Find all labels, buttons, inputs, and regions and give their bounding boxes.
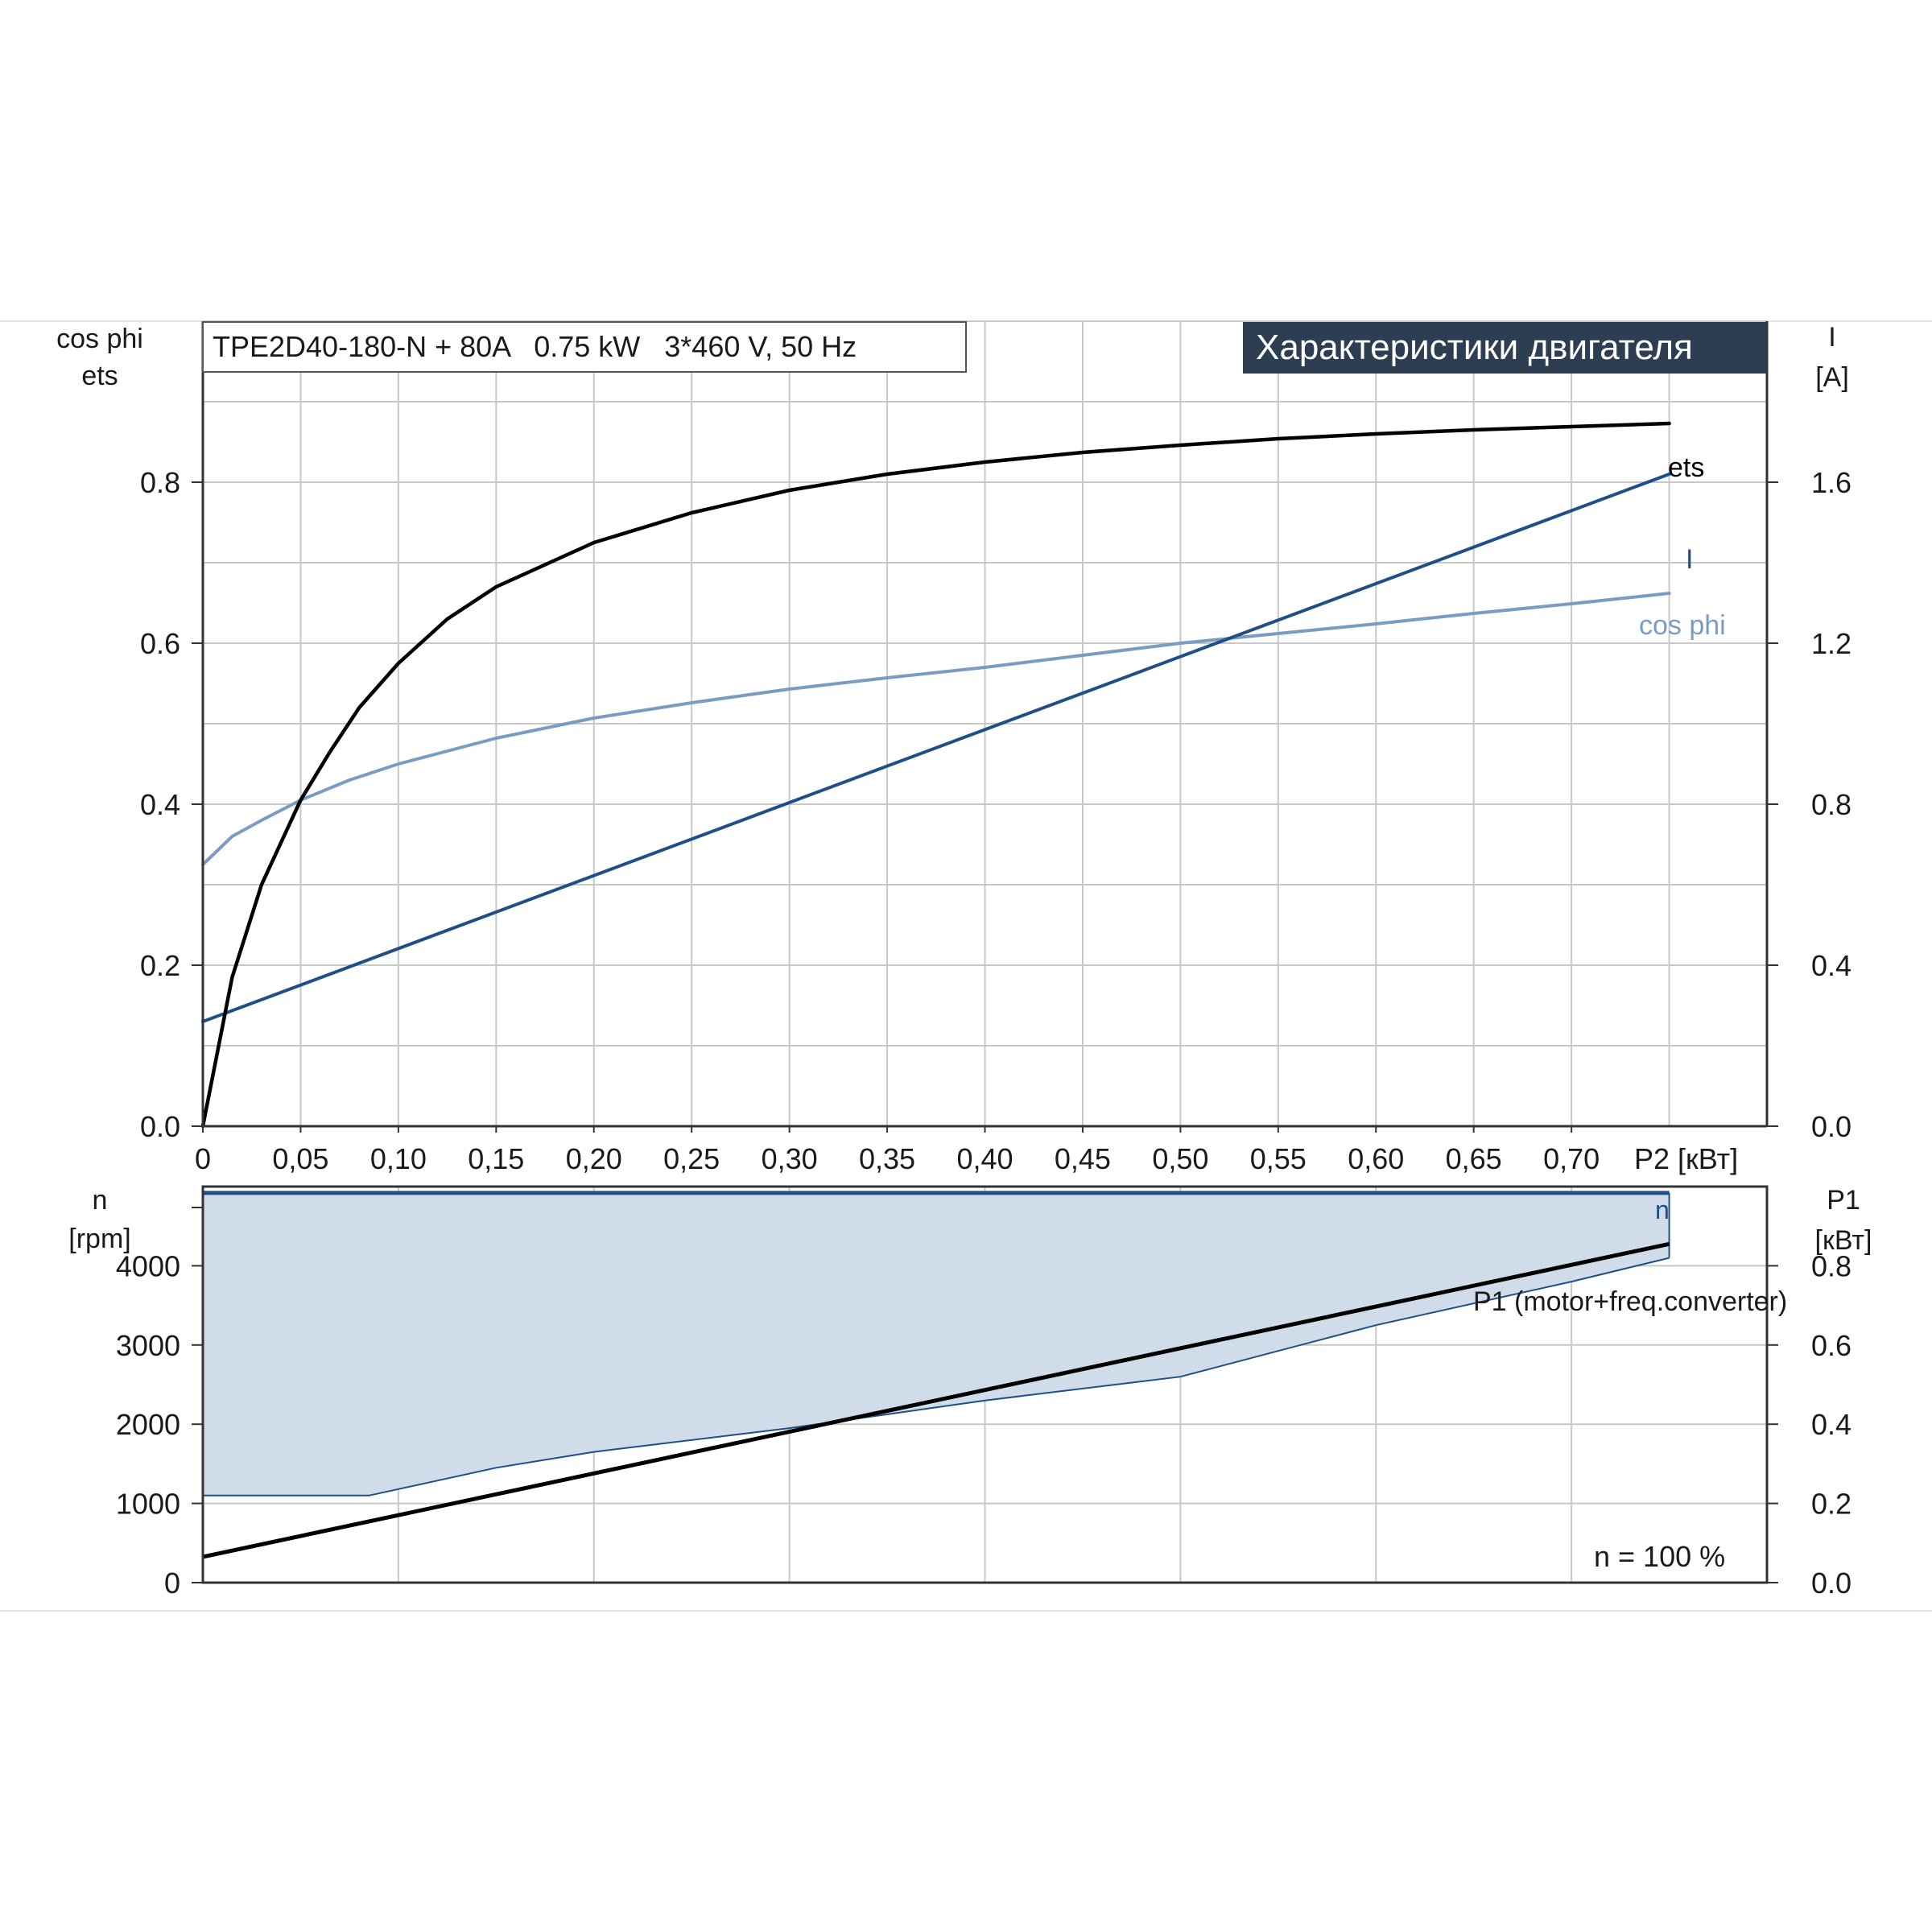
lower-y-left-tick-label: 2000 <box>116 1408 180 1441</box>
lower-plot-frame <box>201 1185 1769 1584</box>
series-label-p1: P1 (motor+freq.converter) <box>1473 1286 1787 1317</box>
y-right-tick-label: 1.2 <box>1811 627 1852 660</box>
lower-y-right-tick-label: 0.0 <box>1811 1567 1852 1600</box>
x-tick-label: 0,30 <box>762 1142 818 1175</box>
x-tick-label: 0,65 <box>1446 1142 1502 1175</box>
y-left-tick-label: 0.6 <box>140 627 180 660</box>
x-axis-label: P2 [кВт] <box>1634 1142 1738 1175</box>
y-right-tick-label: 0.4 <box>1811 949 1852 982</box>
upper-series <box>200 421 1671 1129</box>
series-label-cosphi: cos phi <box>1639 610 1726 641</box>
upper-tick-labels: 0 0,05 0,10 0,15 0,20 0,25 0,30 0,35 0,40 0,45 0,5… <box>140 466 1852 1175</box>
y-left-tick-label: 0.0 <box>140 1110 180 1143</box>
lower-y-left-tick-label: 0 <box>164 1567 180 1600</box>
speed-min-line <box>203 1257 1670 1496</box>
lower-y-right-tick-label: 0.6 <box>1811 1329 1852 1362</box>
speed-range-area <box>203 1192 1670 1496</box>
model-box <box>202 321 967 373</box>
y-right-tick-label: 1.6 <box>1811 466 1852 499</box>
y-left-label-cosphi: cos phi <box>56 324 143 354</box>
x-tick-label: 0,15 <box>468 1142 524 1175</box>
x-tick-label: 0,05 <box>272 1142 328 1175</box>
y-left-tick-label: 0.4 <box>140 788 180 821</box>
y-left-label-rpm: [rpm] <box>68 1224 130 1254</box>
lower-chart: 0 1000 2000 3000 4000 0.0 0.2 0.4 0.6 0.8 <box>116 1185 1852 1600</box>
lower-y-right-tick-label: 0.8 <box>1811 1249 1852 1282</box>
y-right-label-p1: P1 <box>1827 1185 1860 1216</box>
y-left-tick-label: 0.2 <box>140 949 180 982</box>
x-tick-label: 0,25 <box>663 1142 720 1175</box>
x-tick-label: 0,35 <box>859 1142 915 1175</box>
lower-axes <box>201 1185 1769 1584</box>
series-label-ets: ets <box>1668 452 1704 483</box>
x-tick-label: 0,60 <box>1348 1142 1404 1175</box>
upper-chart: 0 0,05 0,10 0,15 0,20 0,25 0,30 0,35 0,40 0,45 0,5… <box>140 320 1852 1175</box>
series-line-i <box>201 473 1671 1023</box>
lower-tick-labels: 0 1000 2000 3000 4000 0.0 0.2 0.4 0.6 0.8 <box>116 1207 1852 1600</box>
y-left-tick-label: 0.8 <box>140 466 180 499</box>
y-right-label-kw: [кВт] <box>1815 1225 1872 1256</box>
series-label-n: n <box>1655 1195 1670 1224</box>
y-right-label-unit-a: [A] <box>1815 362 1849 393</box>
x-tick-label: 0,10 <box>370 1142 427 1175</box>
x-tick-label: 0,45 <box>1055 1142 1111 1175</box>
lower-y-left-tick-label: 3000 <box>116 1329 180 1362</box>
y-right-tick-label: 0.0 <box>1811 1110 1852 1143</box>
x-tick-label: 0,70 <box>1543 1142 1600 1175</box>
lower-y-right-tick-label: 0.4 <box>1811 1408 1852 1441</box>
y-right-tick-label: 0.8 <box>1811 788 1852 821</box>
series-line-p1 <box>202 1241 1670 1559</box>
lower-y-left-tick-label: 1000 <box>116 1488 180 1521</box>
y-left-label-n: n <box>93 1185 108 1216</box>
section-title: Характеристики двигателя <box>1256 328 1693 367</box>
section-title-bg <box>1243 322 1766 374</box>
x-tick-label: 0,20 <box>566 1142 622 1175</box>
y-right-label-i: I <box>1828 322 1835 353</box>
x-tick-label: 0,40 <box>956 1142 1013 1175</box>
y-left-label-ets: ets <box>81 361 118 391</box>
lower-y-left-tick-label: 4000 <box>116 1249 180 1282</box>
series-line-cos-phi <box>201 592 1671 866</box>
speed-annotation-bg <box>1587 1536 1752 1576</box>
lower-y-right-tick-label: 0.2 <box>1811 1488 1852 1521</box>
speed-annotation: n = 100 % <box>1594 1540 1725 1573</box>
series-label-i: I <box>1686 544 1693 575</box>
x-tick-label: 0,55 <box>1250 1142 1307 1175</box>
model-label: TPE2D40-180-N + 80A 0.75 kW 3*460 V, 50 … <box>213 330 857 363</box>
lower-series <box>202 1191 1670 1559</box>
series-line-ets <box>200 421 1671 1129</box>
upper-grid <box>202 320 1768 1126</box>
x-tick-label: 0,50 <box>1152 1142 1208 1175</box>
x-tick-label: 0 <box>195 1142 211 1175</box>
